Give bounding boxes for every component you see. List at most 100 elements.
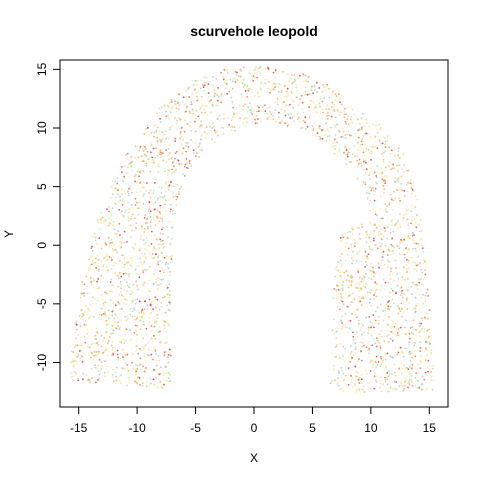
data-point — [199, 108, 201, 111]
data-point — [411, 192, 414, 195]
data-point — [125, 281, 128, 283]
data-point — [291, 82, 293, 85]
data-point — [95, 267, 97, 269]
data-point — [413, 224, 416, 227]
data-point — [80, 344, 83, 347]
data-point — [83, 335, 86, 338]
data-point — [394, 199, 396, 201]
data-point — [350, 284, 353, 286]
data-point — [405, 366, 408, 369]
data-point — [378, 225, 381, 227]
data-point — [110, 278, 112, 281]
data-point — [366, 122, 368, 125]
data-point — [401, 372, 403, 375]
data-point — [345, 242, 348, 245]
data-point — [405, 184, 408, 186]
data-point — [95, 302, 98, 305]
data-point — [212, 122, 215, 125]
data-point — [161, 266, 164, 269]
data-point — [168, 294, 171, 296]
data-point — [402, 355, 405, 358]
data-point — [407, 289, 409, 291]
data-point — [203, 76, 206, 78]
data-point — [314, 104, 317, 107]
data-point — [388, 260, 391, 263]
data-point — [343, 113, 346, 116]
data-point — [153, 161, 155, 164]
data-point — [344, 374, 347, 377]
data-point — [232, 106, 235, 109]
data-point — [93, 342, 96, 345]
data-point — [356, 335, 359, 338]
data-point — [336, 109, 339, 111]
data-point — [356, 308, 359, 311]
data-point — [114, 321, 117, 324]
data-point — [391, 238, 393, 241]
data-point — [200, 120, 203, 123]
data-point — [115, 327, 118, 330]
data-point — [350, 116, 353, 118]
data-point — [383, 137, 386, 139]
data-point — [136, 170, 139, 173]
data-point — [274, 69, 277, 71]
data-point — [368, 301, 371, 304]
data-point — [215, 104, 218, 107]
data-point — [379, 289, 382, 292]
data-point — [399, 253, 401, 256]
data-point — [300, 127, 303, 130]
data-point — [380, 363, 383, 366]
data-point — [386, 140, 389, 142]
data-point — [391, 220, 393, 223]
data-point — [405, 379, 407, 382]
data-point — [169, 379, 172, 382]
data-point — [119, 282, 122, 285]
data-point — [111, 207, 114, 210]
data-point — [319, 98, 322, 101]
data-point — [120, 188, 123, 191]
data-point — [378, 230, 381, 233]
data-point — [165, 350, 167, 353]
data-point — [142, 202, 145, 205]
data-point — [168, 283, 171, 286]
data-point — [376, 306, 379, 309]
data-point — [357, 250, 360, 253]
data-point — [112, 380, 115, 383]
data-point — [411, 364, 414, 366]
data-point — [376, 288, 379, 291]
data-point — [168, 152, 171, 155]
data-point — [138, 300, 141, 303]
data-point — [203, 108, 206, 111]
data-point — [347, 274, 350, 277]
data-point — [295, 89, 298, 92]
data-point — [234, 129, 236, 132]
data-point — [326, 83, 329, 86]
data-point — [402, 213, 405, 216]
data-point — [418, 223, 421, 226]
data-point — [409, 179, 412, 181]
data-point — [380, 126, 382, 129]
data-point — [344, 326, 347, 329]
data-point — [378, 123, 381, 126]
data-point — [388, 146, 390, 149]
data-point — [407, 235, 410, 237]
data-point — [240, 75, 242, 78]
data-point — [369, 221, 372, 224]
data-point — [232, 116, 235, 119]
data-point — [155, 129, 158, 132]
data-point — [419, 350, 422, 353]
data-point — [161, 220, 164, 222]
data-point — [130, 217, 132, 220]
data-point — [418, 322, 421, 325]
data-point — [129, 224, 132, 227]
data-point — [122, 180, 124, 183]
data-point — [389, 160, 391, 163]
data-point — [322, 111, 324, 114]
data-point — [146, 226, 149, 228]
data-point — [283, 110, 286, 112]
data-point — [424, 260, 426, 263]
data-point — [344, 360, 346, 363]
data-point — [362, 168, 364, 171]
data-point — [108, 245, 110, 248]
data-point — [234, 70, 237, 73]
data-point — [151, 161, 154, 164]
